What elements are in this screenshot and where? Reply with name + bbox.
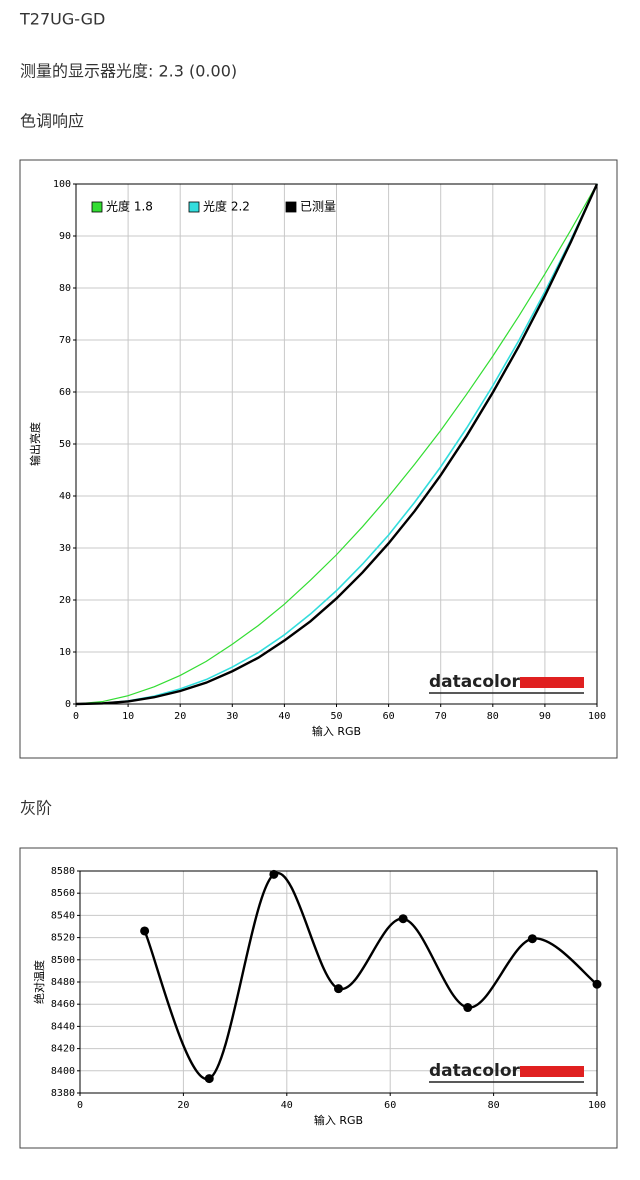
x-tick-label: 60 [383,711,395,722]
x-tick-label: 0 [73,711,79,722]
section-title: 灰阶 [20,799,52,818]
y-tick-label: 40 [59,491,71,502]
watermark-bar [520,677,584,688]
x-axis-title: 输入 RGB [314,1113,363,1127]
x-tick-label: 30 [226,711,238,722]
data-point [269,869,279,879]
x-tick-label: 60 [384,1100,396,1111]
data-point [204,1074,214,1084]
data-point [527,934,537,944]
y-tick-label: 8560 [51,888,75,899]
y-tick-label: 8460 [51,999,75,1010]
y-tick-label: 8500 [51,955,75,966]
plot-area [75,183,598,705]
x-tick-label: 80 [487,711,499,722]
x-tick-label: 20 [177,1100,189,1111]
data-point [334,984,343,994]
x-tick-label: 80 [488,1100,500,1111]
legend-swatch [188,201,200,213]
y-tick-label: 8540 [51,910,75,921]
x-tick-label: 90 [539,711,551,722]
legend-label: 光度 1.8 [106,199,153,214]
x-tick-label: 40 [281,1100,293,1111]
section-title: 色调响应 [20,112,84,131]
data-line [75,183,598,705]
y-tick-label: 60 [59,387,71,398]
y-tick-label: 8580 [51,866,75,877]
watermark: datacolor [429,1061,521,1081]
gamma-summary: 测量的显示器光度: 2.3 (0.00) [20,62,237,81]
legend-swatch [91,201,103,213]
data-line [75,183,599,706]
device-name: T27UG-GD [19,10,105,29]
y-tick-label: 70 [59,335,71,346]
x-axis-title: 输入 RGB [312,724,361,738]
y-tick-label: 100 [53,179,71,190]
legend-label: 已测量 [300,200,336,214]
y-tick-label: 8400 [51,1066,75,1077]
data-line [75,183,598,705]
data-point [398,914,408,924]
x-tick-label: 50 [330,711,342,722]
data-point [592,979,602,989]
y-axis-title: 输出亮度 [28,422,42,466]
data-point [140,926,150,936]
chart-frame [19,159,618,759]
y-tick-label: 50 [59,439,71,450]
chart-frame [19,847,618,1149]
y-tick-label: 8380 [51,1088,75,1099]
watermark-bar [520,1066,584,1077]
y-tick-label: 80 [59,283,71,294]
y-tick-label: 20 [59,595,71,606]
x-tick-label: 0 [77,1100,83,1111]
x-tick-label: 40 [278,711,290,722]
y-tick-label: 0 [65,699,71,710]
x-tick-label: 100 [588,711,606,722]
y-axis-title: 绝对温度 [32,960,46,1004]
x-tick-label: 20 [174,711,186,722]
y-tick-label: 8480 [51,977,75,988]
y-tick-label: 8420 [51,1044,75,1055]
y-tick-label: 10 [59,647,71,658]
y-tick-label: 30 [59,543,71,554]
x-tick-label: 100 [588,1100,606,1111]
legend-label: 光度 2.2 [203,199,250,214]
x-tick-label: 70 [435,711,447,722]
y-tick-label: 8520 [51,933,75,944]
y-tick-label: 8440 [51,1021,75,1032]
y-tick-label: 90 [59,231,71,242]
watermark: datacolor [429,672,521,692]
legend-swatch [285,201,297,213]
data-point [463,1003,473,1013]
x-tick-label: 10 [122,711,134,722]
